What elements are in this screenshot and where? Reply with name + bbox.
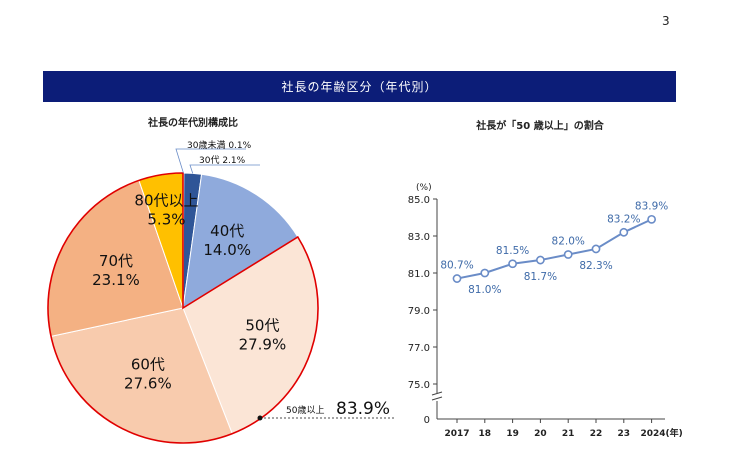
pie-value-5: 23.1% [92,271,140,289]
highlight-label: 50歳以上 [286,404,324,416]
line-point-7 [647,214,656,224]
pie-label-4: 60代 [131,355,165,373]
y-tick-label-2: 79.0 [408,306,430,317]
line-point-4 [563,250,573,259]
pie-label-5: 70代 [99,252,133,270]
banner-title: 社長の年齢区分（年代別） [43,71,676,102]
pie-value-2: 14.0% [203,241,251,259]
line-value-label-7: 83.9% [635,200,668,212]
line-value-label-1: 81.0% [468,284,501,296]
x-tick-label-5: 22 [590,429,603,439]
x-tick-label-1: 18 [479,429,492,439]
pie-callout-0: 30歳未満 0.1% [187,139,252,151]
y-tick-label-0: 75.0 [408,380,430,391]
pie-value-6: 5.3% [147,210,185,228]
line-value-label-6: 83.2% [607,213,640,225]
page-number: 3 [662,14,670,28]
y-tick-label-3: 81.0 [408,269,430,280]
line-value-label-0: 80.7% [440,260,473,272]
pie-label-6: 80代以上 [134,191,198,209]
axis-break-1 [431,391,443,396]
x-tick-label-4: 21 [562,429,575,439]
line-value-label-2: 81.5% [496,245,529,257]
line-point-0 [452,274,462,283]
pie-callout-line-1 [189,164,260,174]
line-point-5 [591,244,601,254]
pie-slice-2 [182,173,299,309]
pie-value-3: 27.9% [239,335,287,353]
y-tick-label-5: 85.0 [408,195,430,206]
line-point-2 [508,259,517,269]
line-point-6 [619,227,629,237]
x-tick-label-3: 20 [534,429,547,439]
x-tick-label-0: 2017 [444,429,469,439]
pie-title: 社長の年代別構成比 [147,116,238,129]
line-series [456,218,653,280]
pie-label-3: 50代 [245,316,279,334]
pie-highlight-outline [47,172,319,444]
pie-label-2: 40代 [210,222,244,240]
x-tick-label-6: 23 [618,429,631,439]
line-point-3 [536,255,545,265]
pie-callout-1: 30代 2.1% [199,155,246,166]
y-tick-label-1: 77.0 [408,343,430,354]
y-tick-label-4: 83.0 [408,232,430,243]
pie-value-4: 27.6% [124,374,172,392]
y-unit-label: (%) [416,183,432,193]
highlight-value: 83.9% [336,399,390,419]
x-tick-label-2: 19 [506,429,519,439]
pie-callout-line-0 [175,148,246,174]
line-value-label-5: 82.3% [579,260,612,272]
line-title: 社長が「50 歳以上」の割合 [475,119,604,132]
y-zero-label: 0 [424,415,430,426]
line-value-label-3: 81.7% [524,271,557,283]
axis-break-2 [431,396,443,401]
line-point-1 [480,268,490,278]
x-tick-label-7: 2024(年) [640,427,682,439]
line-value-label-4: 82.0% [552,236,585,248]
